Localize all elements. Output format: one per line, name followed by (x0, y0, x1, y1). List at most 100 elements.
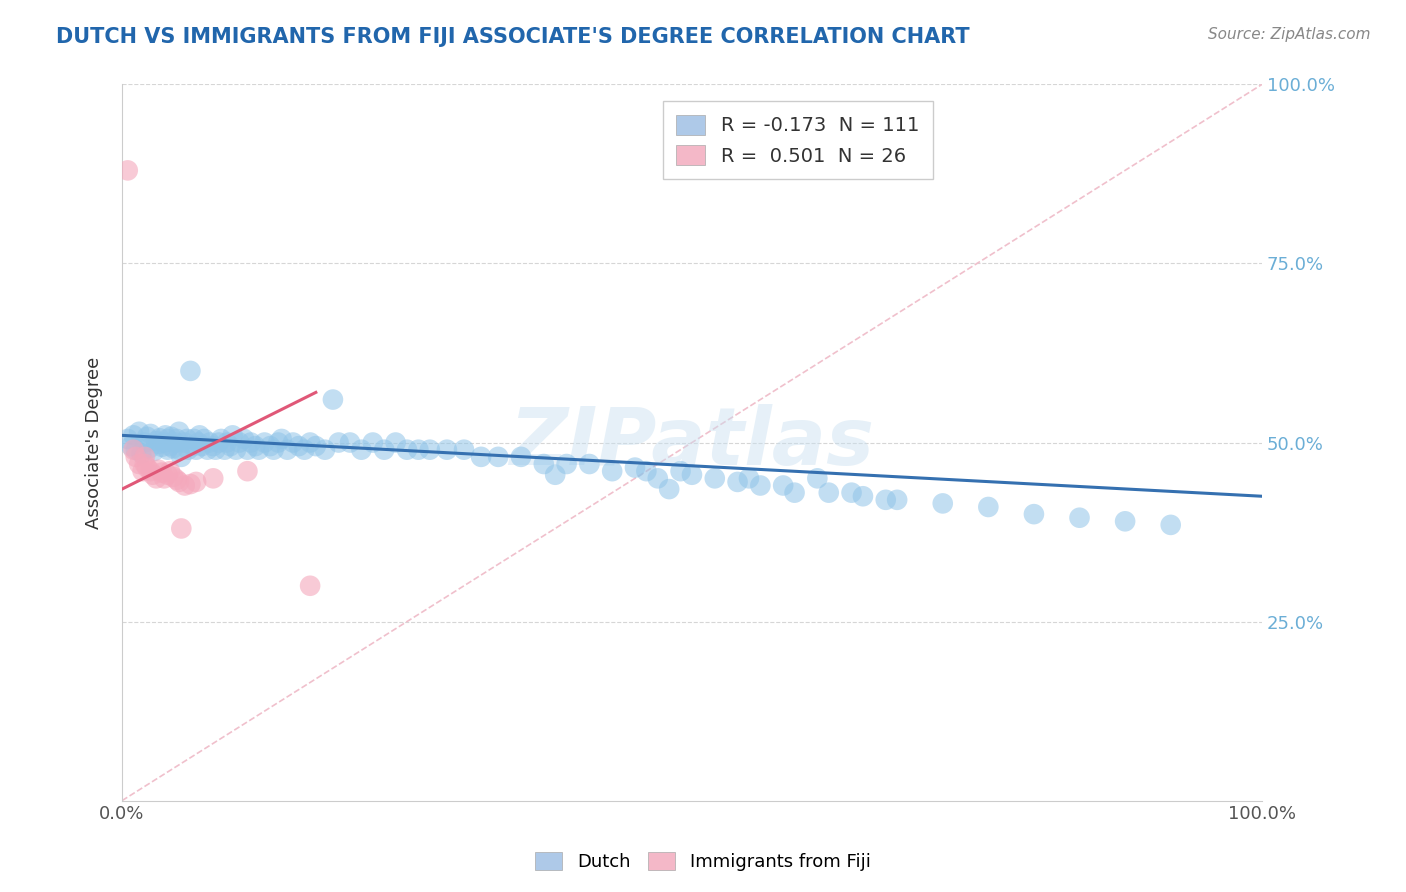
Point (134, 435, 156, 450)
Point (239, 435, 262, 450)
Point (1160, 517, 1182, 532)
Point (170, 521, 193, 535)
Point (636, 464, 658, 478)
Point (198, 435, 221, 450)
Point (270, 432, 292, 446)
Point (647, 471, 669, 485)
Point (122, 442, 145, 457)
Point (208, 435, 231, 450)
Point (841, 485, 863, 500)
Point (117, 432, 139, 446)
Point (875, 492, 897, 507)
Point (134, 450, 156, 464)
Point (305, 439, 328, 453)
Point (886, 492, 908, 507)
Point (153, 435, 176, 450)
Point (145, 434, 167, 449)
Point (322, 392, 344, 407)
Point (143, 444, 166, 458)
Point (139, 426, 162, 441)
Point (167, 425, 190, 439)
Point (772, 478, 794, 492)
Point (183, 432, 205, 446)
Point (177, 442, 200, 457)
Point (544, 467, 567, 482)
Point (173, 478, 195, 492)
Point (624, 460, 647, 475)
Point (669, 464, 692, 478)
Point (578, 457, 600, 471)
Point (486, 450, 509, 464)
Point (236, 442, 259, 457)
Point (228, 435, 250, 450)
Legend: Dutch, Immigrants from Fiji: Dutch, Immigrants from Fiji (529, 845, 877, 879)
Point (328, 435, 350, 450)
Point (783, 485, 806, 500)
Point (117, 163, 139, 178)
Point (181, 439, 204, 453)
Point (219, 439, 242, 453)
Point (202, 471, 225, 485)
Point (136, 430, 159, 444)
Point (749, 478, 772, 492)
Point (681, 467, 703, 482)
Point (170, 450, 193, 464)
Point (150, 440, 173, 454)
Point (162, 442, 184, 456)
Point (186, 442, 208, 457)
Point (149, 431, 172, 445)
Point (142, 467, 165, 482)
Point (259, 439, 281, 453)
Point (148, 437, 170, 451)
Point (128, 425, 150, 439)
Point (167, 442, 190, 457)
Point (339, 435, 361, 450)
Point (166, 473, 188, 487)
Point (221, 428, 243, 442)
Point (159, 439, 181, 453)
Point (134, 457, 156, 471)
Point (162, 470, 184, 484)
Point (1022, 507, 1045, 521)
Point (155, 428, 177, 442)
Point (187, 435, 209, 450)
Point (160, 430, 183, 444)
Point (276, 442, 298, 457)
Point (236, 464, 259, 478)
Point (419, 442, 441, 457)
Point (225, 442, 247, 457)
Point (165, 435, 187, 450)
Point (159, 464, 181, 478)
Point (122, 428, 145, 442)
Point (533, 457, 555, 471)
Point (176, 432, 198, 446)
Point (1114, 514, 1136, 528)
Point (600, 464, 623, 478)
Point (131, 446, 153, 460)
Point (188, 428, 211, 442)
Point (408, 442, 430, 457)
Point (166, 432, 188, 446)
Point (139, 464, 162, 478)
Point (233, 432, 256, 446)
Point (361, 435, 384, 450)
Point (153, 471, 176, 485)
Point (215, 435, 238, 450)
Point (209, 432, 232, 446)
Text: ZIPatlas: ZIPatlas (509, 403, 875, 482)
Point (167, 475, 190, 489)
Legend: R = -0.173  N = 111, R =  0.501  N = 26: R = -0.173 N = 111, R = 0.501 N = 26 (662, 102, 934, 179)
Point (281, 435, 304, 450)
Point (852, 489, 875, 503)
Point (350, 442, 373, 457)
Point (173, 435, 195, 450)
Point (510, 450, 533, 464)
Point (125, 450, 148, 464)
Point (267, 435, 290, 450)
Point (314, 442, 336, 457)
Point (148, 463, 170, 477)
Point (156, 442, 179, 457)
Point (145, 471, 167, 485)
Point (131, 464, 153, 478)
Point (193, 432, 215, 446)
